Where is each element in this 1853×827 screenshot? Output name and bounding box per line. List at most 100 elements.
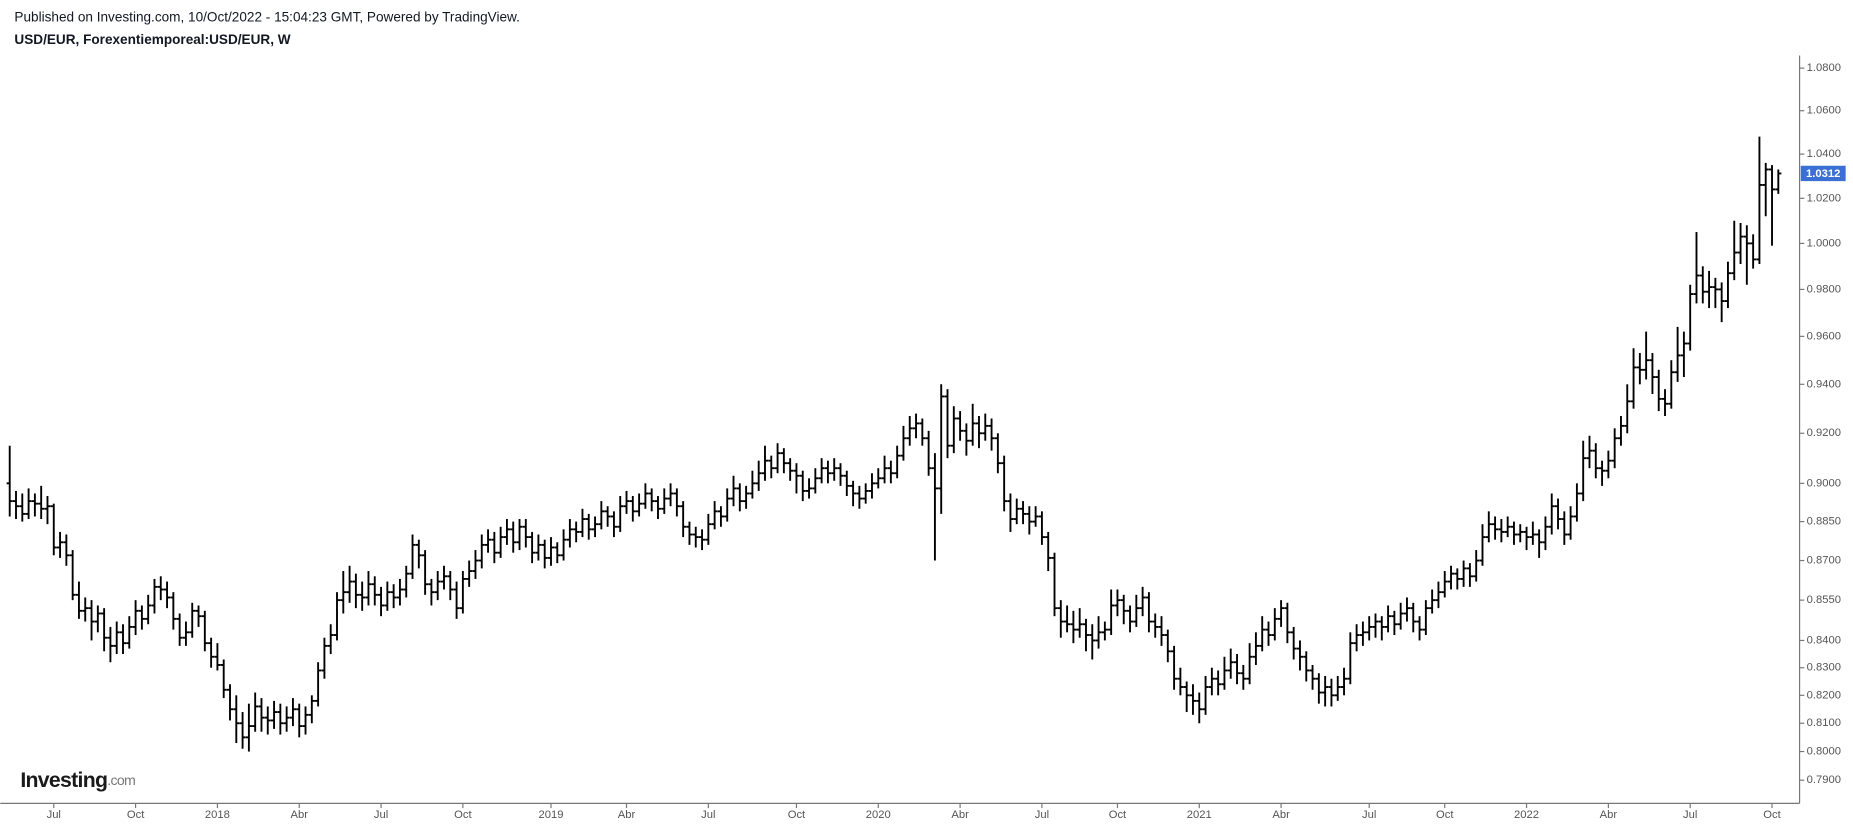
ohlc-bar xyxy=(1208,667,1215,696)
ohlc-bar xyxy=(1762,162,1769,217)
ohlc-bar xyxy=(1340,667,1348,696)
ohlc-bar xyxy=(346,565,353,603)
ohlc-bar xyxy=(843,470,850,497)
ohlc-bar xyxy=(1366,616,1373,641)
y-tick-label: 0.9000 xyxy=(1807,477,1841,489)
ohlc-bar xyxy=(768,455,775,479)
ohlc-bar xyxy=(428,578,435,606)
ohlc-bar xyxy=(1196,692,1203,724)
ohlc-bar xyxy=(1429,589,1436,614)
ohlc-bar xyxy=(1447,565,1455,590)
ohlc-bar xyxy=(1624,384,1631,434)
ohlc-bar xyxy=(856,485,863,509)
ohlc-bar xyxy=(944,389,951,459)
ohlc-bar xyxy=(975,416,983,449)
x-tick-label: 2022 xyxy=(1514,809,1539,821)
ohlc-bar xyxy=(497,526,504,558)
x-tick-label: Oct xyxy=(1436,809,1454,821)
y-tick-label: 0.9800 xyxy=(1807,283,1841,295)
ohlc-bar xyxy=(887,460,894,484)
ohlc-bar xyxy=(1013,498,1020,525)
ohlc-bar xyxy=(340,571,347,614)
ohlc-bar xyxy=(296,703,303,738)
x-tick-label: 2021 xyxy=(1187,809,1212,821)
ohlc-bar xyxy=(283,706,290,732)
ohlc-bar xyxy=(6,445,13,517)
ohlc-bar xyxy=(277,703,284,735)
ohlc-bar xyxy=(1661,389,1669,417)
ohlc-bar xyxy=(1586,435,1593,469)
ohlc-bar xyxy=(1152,613,1159,638)
ohlc-bar xyxy=(667,483,674,507)
ohlc-bar xyxy=(1045,531,1052,572)
ohlc-bar xyxy=(1630,348,1637,409)
ohlc-bar xyxy=(900,425,907,461)
ohlc-bar xyxy=(82,597,89,622)
x-tick-label: 2018 xyxy=(205,809,230,821)
ohlc-bar xyxy=(1278,600,1285,627)
ohlc-bar xyxy=(289,698,297,727)
ohlc-bar xyxy=(31,493,38,517)
ohlc-bar xyxy=(1183,681,1190,713)
ohlc-bar xyxy=(1082,618,1090,652)
ohlc-bar xyxy=(1145,592,1152,633)
x-tick-label: Abr xyxy=(1272,809,1290,821)
ohlc-bar xyxy=(793,463,800,494)
ohlc-bar xyxy=(107,626,114,663)
ohlc-bar xyxy=(1202,675,1209,715)
logo-suffix: .com xyxy=(107,773,135,789)
ohlc-bar xyxy=(1473,550,1480,582)
ohlc-bar xyxy=(1328,678,1335,707)
ohlc-bar xyxy=(894,445,901,479)
ohlc-bar xyxy=(1536,529,1543,558)
ohlc-bar xyxy=(686,521,693,545)
ohlc-bar xyxy=(1498,519,1505,543)
x-tick-label: 2019 xyxy=(539,809,564,821)
x-tick-label: Jul xyxy=(1362,809,1376,821)
ohlc-bar xyxy=(950,406,957,454)
ohlc-bar xyxy=(1580,440,1587,502)
y-tick-label: 0.8700 xyxy=(1807,555,1841,567)
ohlc-bar xyxy=(1391,610,1398,636)
ohlc-bar xyxy=(503,519,511,545)
x-tick-label: Abr xyxy=(290,809,308,821)
ohlc-bar xyxy=(1120,594,1127,625)
ohlc-bar xyxy=(264,706,271,735)
ohlc-bar xyxy=(774,443,781,474)
ohlc-bar xyxy=(1731,220,1738,281)
ohlc-bar xyxy=(447,571,454,601)
ohlc-bar xyxy=(195,605,202,627)
ohlc-bar xyxy=(749,470,756,499)
ohlc-bar xyxy=(176,613,183,646)
ohlc-bar xyxy=(610,511,618,538)
ohlc-bar xyxy=(384,581,391,611)
ohlc-bar xyxy=(1435,581,1442,609)
ohlc-bar xyxy=(1479,524,1486,566)
ohlc-bar xyxy=(409,534,416,579)
x-tick-label: Oct xyxy=(788,809,806,821)
ohlc-bar xyxy=(1309,664,1316,690)
ohlc-bar xyxy=(1038,511,1045,545)
ohlc-bar xyxy=(1057,600,1064,638)
ohlc-bar xyxy=(724,488,731,522)
ohlc-bar xyxy=(850,480,857,507)
last-price-label: 1.0312 xyxy=(1806,168,1840,180)
ohlc-bar xyxy=(1460,560,1467,587)
ohlc-bar xyxy=(824,460,831,484)
ohlc-bar xyxy=(1284,602,1291,644)
ohlc-bar xyxy=(157,576,164,601)
ohlc-bar xyxy=(1265,621,1272,646)
ohlc-bar xyxy=(837,463,844,486)
y-tick-label: 1.0600 xyxy=(1807,105,1841,117)
ohlc-bar xyxy=(982,413,989,441)
ohlc-bar xyxy=(994,433,1001,474)
ohlc-bar xyxy=(560,529,567,561)
ohlc-bar xyxy=(1303,651,1310,682)
x-tick-label: Abr xyxy=(618,809,636,821)
y-tick-label: 0.9400 xyxy=(1807,378,1841,390)
ohlc-bar xyxy=(453,581,460,619)
ohlc-bar xyxy=(636,493,643,517)
ohlc-bar xyxy=(573,521,580,543)
ohlc-bar xyxy=(422,550,429,595)
ohlc-bar xyxy=(510,521,517,553)
